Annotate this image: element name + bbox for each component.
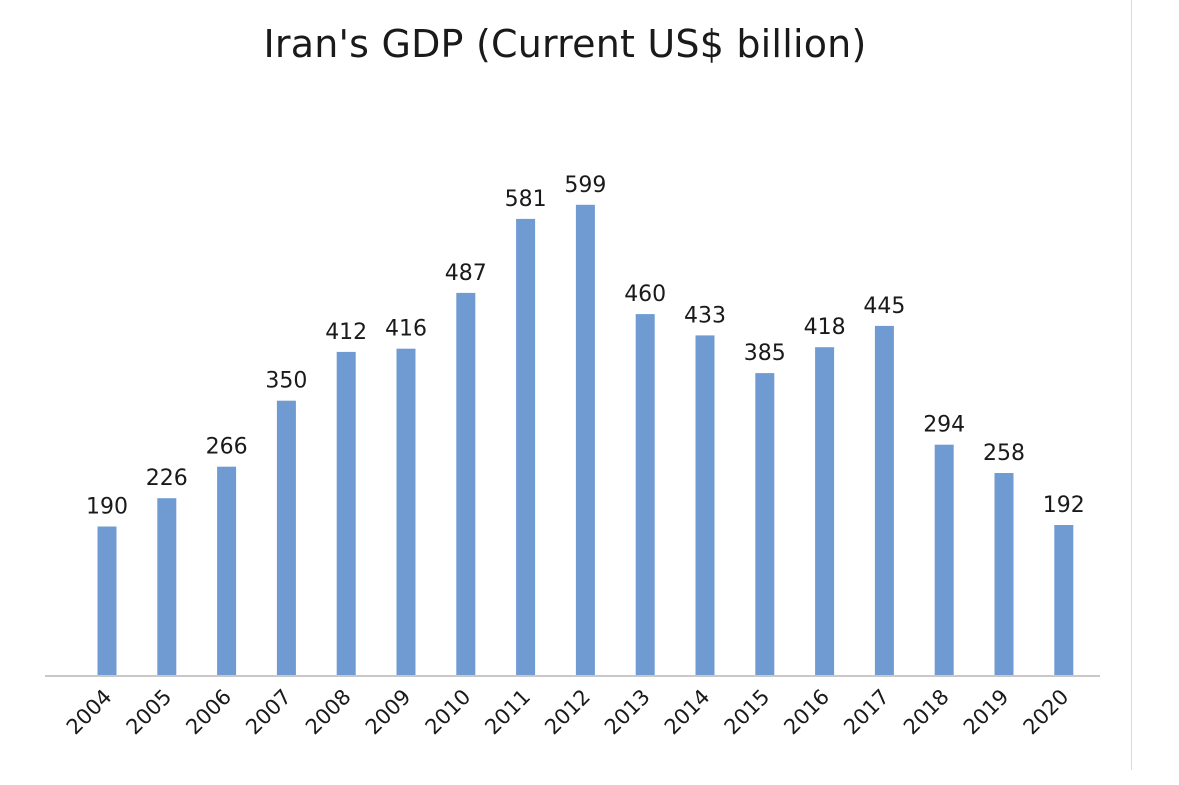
data-label-2009: 416 xyxy=(385,317,427,342)
data-label-2007: 350 xyxy=(265,369,307,394)
data-label-2005: 226 xyxy=(146,466,188,491)
data-label-2016: 418 xyxy=(804,315,846,340)
x-tick-label-2020: 2020 xyxy=(1019,685,1074,740)
bar-2009 xyxy=(396,348,416,676)
bar-2010 xyxy=(456,292,476,676)
bar-2007 xyxy=(276,400,296,676)
data-label-2004: 190 xyxy=(86,495,128,520)
data-label-2018: 294 xyxy=(923,413,965,438)
bar-2019 xyxy=(994,473,1014,676)
x-tick-label-2005: 2005 xyxy=(122,685,177,740)
x-tick-label-2014: 2014 xyxy=(660,685,715,740)
x-tick-label-2017: 2017 xyxy=(839,685,894,740)
data-label-2012: 599 xyxy=(564,173,606,198)
bar-2020 xyxy=(1054,525,1074,676)
bar-2008 xyxy=(336,351,356,676)
x-tick-label-2009: 2009 xyxy=(361,685,416,740)
bar-2011 xyxy=(516,218,536,676)
x-tick-label-2019: 2019 xyxy=(959,685,1014,740)
x-tick-label-2004: 2004 xyxy=(62,685,117,740)
data-label-2020: 192 xyxy=(1043,493,1085,518)
bar-2016 xyxy=(815,347,835,676)
bar-2005 xyxy=(157,498,177,676)
x-tick-label-2018: 2018 xyxy=(899,685,954,740)
data-label-2006: 266 xyxy=(206,435,248,460)
data-label-2015: 385 xyxy=(744,341,786,366)
x-tick-label-2012: 2012 xyxy=(540,685,595,740)
data-label-2019: 258 xyxy=(983,441,1025,466)
x-tick-label-2013: 2013 xyxy=(600,685,655,740)
bar-2014 xyxy=(695,335,715,676)
data-label-2010: 487 xyxy=(445,261,487,286)
x-tick-label-2010: 2010 xyxy=(421,685,476,740)
data-label-2014: 433 xyxy=(684,303,726,328)
chart-border xyxy=(1131,0,1132,770)
x-tick-label-2006: 2006 xyxy=(181,685,236,740)
bar-2018 xyxy=(934,444,954,676)
data-label-2013: 460 xyxy=(624,282,666,307)
x-tick-label-2007: 2007 xyxy=(241,685,296,740)
bar-2006 xyxy=(217,466,237,676)
bar-2004 xyxy=(97,526,117,676)
x-tick-label-2016: 2016 xyxy=(779,685,834,740)
data-label-2011: 581 xyxy=(505,187,547,212)
bar-2015 xyxy=(755,373,775,676)
data-label-2008: 412 xyxy=(325,320,367,345)
x-tick-label-2015: 2015 xyxy=(720,685,775,740)
data-label-2017: 445 xyxy=(863,294,905,319)
bar-2017 xyxy=(874,325,894,676)
bar-2013 xyxy=(635,314,655,676)
chart-title: Iran's GDP (Current US$ billion) xyxy=(263,22,867,66)
bar-2012 xyxy=(575,204,595,677)
x-tick-label-2008: 2008 xyxy=(301,685,356,740)
x-tick-label-2011: 2011 xyxy=(480,685,535,740)
